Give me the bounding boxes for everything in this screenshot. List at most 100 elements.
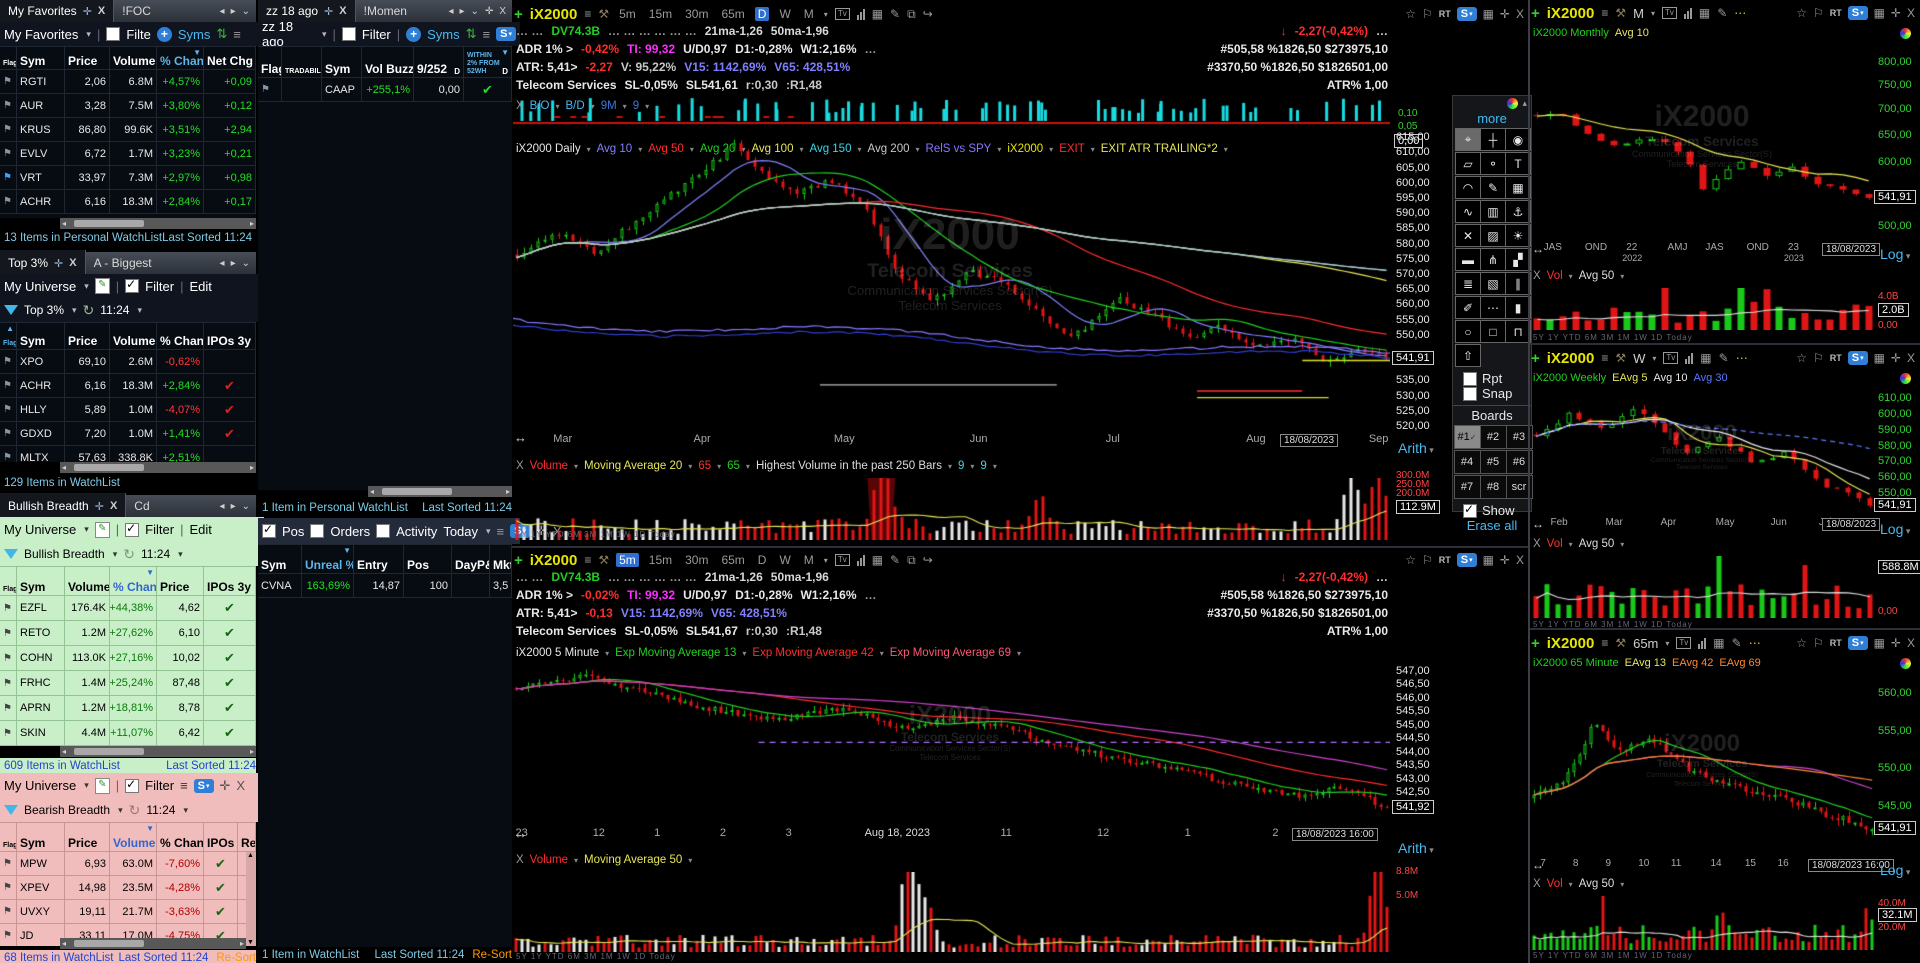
indicator-label[interactable]: Highest Volume in the past 250 Bars [755, 460, 942, 472]
color-wheel-icon[interactable] [1900, 28, 1911, 39]
indicator-label[interactable]: 9 [957, 460, 965, 472]
chevron-down-icon[interactable]: ▾ [1568, 539, 1573, 549]
tool-icon-rectangle[interactable]: □ [1480, 320, 1506, 343]
table-row[interactable]: ⚑ SKIN 4.4M +11,07% 6,42 ✔ [0, 721, 256, 746]
alerts-icon[interactable]: ⚒ [1615, 6, 1627, 20]
timeframe-strip[interactable]: 5Y 1Y YTD 6M 3M 1M 1W 1D Today [516, 530, 676, 539]
close-icon[interactable]: X [1906, 636, 1915, 650]
refresh-icon[interactable]: ↻ [128, 801, 141, 818]
table-row[interactable]: ⚑ FRHC 1.4M +25,24% 87,48 ✔ [0, 671, 256, 696]
pan-icon[interactable]: ↔ [514, 826, 527, 841]
chevron-down-icon[interactable]: ▾ [947, 461, 952, 471]
tv-mode-icon[interactable]: Tv [834, 554, 850, 566]
volume-chart-w[interactable] [1531, 556, 1875, 618]
price-chart-w[interactable] [1531, 389, 1875, 515]
volume-chart-d[interactable] [513, 478, 1390, 540]
tool-icon-parallel[interactable]: ∥ [1505, 272, 1531, 295]
tool-icon-step[interactable]: ⊓ [1505, 320, 1531, 343]
tool-icon-cross-x[interactable]: ✕ [1455, 224, 1481, 247]
column-header[interactable]: Price [65, 46, 110, 70]
column-header[interactable]: Flag ▲ [0, 322, 17, 350]
sort-icon[interactable]: ⇅ [465, 26, 477, 41]
signal-strip[interactable] [513, 95, 1390, 127]
flag-icon[interactable]: ⚑ [3, 452, 12, 462]
chevron-down-icon[interactable]: ▾ [321, 28, 327, 39]
scan-time[interactable]: 11:24 [140, 547, 171, 561]
tool-icon-crosshair[interactable]: ⌖ [1455, 128, 1481, 151]
add-indicator-icon[interactable]: + [514, 5, 523, 23]
timeframe-65m[interactable]: 65m [721, 7, 745, 21]
scroll-left-icon[interactable]: ◂ [62, 747, 67, 756]
edit-list-icon[interactable]: ✎ [94, 521, 110, 538]
draw-icon[interactable]: ✎ [1731, 636, 1742, 650]
scroll-right-icon[interactable]: ▸ [239, 939, 244, 948]
scroll-thumb[interactable] [74, 748, 144, 755]
pos-checkbox[interactable] [262, 522, 276, 538]
scroll-thumb[interactable] [382, 488, 452, 495]
more-icon[interactable]: ⋯ [1748, 636, 1761, 650]
filter-checkbox[interactable] [125, 777, 140, 793]
chevron-down-icon[interactable]: ▾ [118, 804, 123, 815]
tool-icon-wave[interactable]: ∿ [1455, 200, 1481, 223]
star-icon[interactable]: ☆ [1796, 636, 1807, 650]
scroll-left-icon[interactable]: ◂ [62, 219, 67, 228]
indicator-label[interactable]: Avg 10 [1653, 372, 1688, 384]
save-icon[interactable]: ▦ [1482, 553, 1494, 567]
column-header[interactable]: Volume [110, 46, 157, 70]
star-icon[interactable]: ☆ [1796, 6, 1807, 20]
tool-icon-ellipse[interactable]: ○ [1455, 320, 1481, 343]
column-header[interactable]: % Change▼ [110, 566, 157, 596]
column-header[interactable]: Volume [110, 322, 157, 350]
menu-icon[interactable]: ≡ [233, 26, 241, 42]
column-header[interactable]: Price [157, 566, 204, 596]
table-row[interactable]: ⚑ UVXY 19,11 21.7M -3,63% ✔ [0, 900, 256, 924]
scroll-right-icon[interactable]: ▸ [249, 463, 254, 472]
column-header[interactable]: TRADABILED [282, 46, 322, 78]
table-row[interactable]: ⚑ EVLV 6,72 1.7M +3,23% +0,21 [0, 142, 256, 166]
indicator-label[interactable]: iX2000 5 Minute [516, 647, 600, 659]
tab-menu-icon[interactable]: ⌄ [241, 500, 250, 512]
column-header[interactable]: Price [65, 322, 110, 350]
column-header[interactable]: IPOs 3y [204, 822, 238, 852]
flag-icon[interactable]: ⚑ [3, 172, 12, 183]
add-indicator-icon[interactable]: + [1531, 4, 1540, 22]
column-header[interactable]: Price [65, 822, 110, 852]
chevron-down-icon[interactable]: ▾ [745, 461, 750, 471]
close-icon[interactable]: X [499, 5, 506, 17]
volume-bars-icon[interactable] [856, 554, 865, 566]
close-icon[interactable]: X [1515, 7, 1524, 21]
tool-icon-anchor[interactable]: ⚓ [1505, 200, 1531, 223]
column-header[interactable]: % Change▼ [157, 46, 204, 70]
alerts-icon[interactable]: ⚒ [1615, 351, 1627, 365]
scale-toggle[interactable]: Arith ▾ [1398, 440, 1434, 456]
volume-bars-icon[interactable] [856, 8, 865, 20]
move-icon[interactable]: ✛ [94, 500, 104, 513]
table-row[interactable]: ⚑ EZFL 176.4K +44,38% 4,62 ✔ [0, 596, 256, 621]
chevron-down-icon[interactable]: ▾ [1620, 271, 1625, 281]
chart-symbol[interactable]: iX2000 [529, 5, 578, 23]
syms-label[interactable]: Syms [427, 26, 460, 42]
strip-indicator-label[interactable]: 9 [632, 100, 640, 112]
column-header[interactable]: Rel Str [238, 822, 256, 852]
chevron-down-icon[interactable]: ▾ [137, 304, 142, 315]
timeframe-strip[interactable]: 5Y 1Y YTD 6M 3M 1M 1W 1D Today [1533, 333, 1693, 342]
tool-icon-polygon[interactable]: ▱ [1455, 152, 1481, 175]
board-#5[interactable]: #5 [1479, 450, 1507, 474]
indicator-label[interactable]: Avg 30 [1693, 372, 1728, 384]
indicator-label[interactable]: 9 [980, 460, 987, 472]
timeframe-W[interactable]: W [779, 553, 791, 567]
column-header[interactable]: IPOs 3y [204, 566, 256, 596]
tab-scroll-arrows[interactable]: ◂ ▸ ⌄ [220, 501, 256, 512]
menu-icon[interactable]: ≡ [482, 26, 491, 42]
chevron-down-icon[interactable]: ▾ [590, 101, 595, 111]
table-row[interactable]: ⚑ APRN 1.2M +18,81% 8,78 ✔ [0, 696, 256, 721]
s-plus-button[interactable]: S▾ [1847, 351, 1868, 365]
horizontal-scrollbar[interactable]: ◂ ▸ [368, 486, 512, 497]
chevron-down-icon[interactable]: ▾ [1620, 539, 1625, 549]
tab-scroll-arrows[interactable]: ◂ ▸ ⌄ ✛ X [448, 6, 512, 17]
indicator-label[interactable]: iX2000 Weekly [1533, 372, 1607, 384]
move-icon[interactable]: ✛ [324, 5, 334, 18]
tool-icon-arrow-up[interactable]: ⇧ [1455, 344, 1481, 367]
move-icon[interactable]: ✛ [1890, 6, 1901, 20]
alerts-icon[interactable]: ⚒ [1615, 636, 1627, 650]
